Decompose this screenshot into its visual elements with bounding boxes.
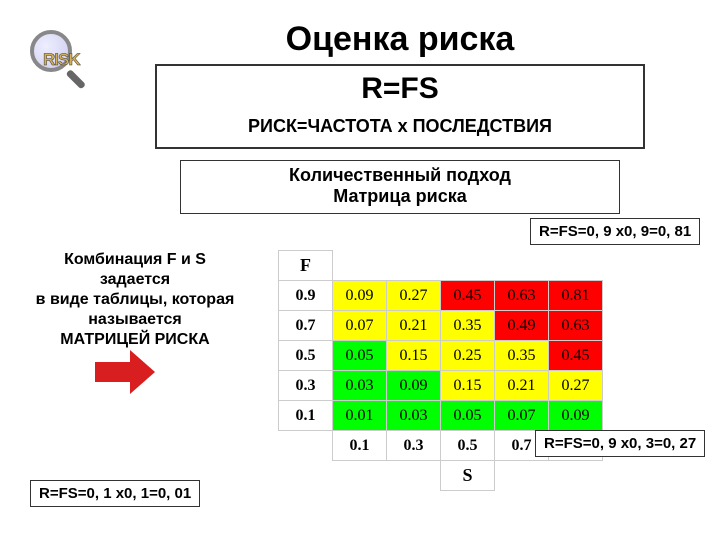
matrix-description: Комбинация F и Sзадаетсяв виде таблицы, … xyxy=(20,250,250,350)
matrix-cell: 0.21 xyxy=(495,371,549,401)
annotation-mid-right: R=FS=0, 9 x0, 3=0, 27 xyxy=(535,430,705,457)
matrix-cell: 0.35 xyxy=(441,311,495,341)
matrix-cell: 0.81 xyxy=(549,281,603,311)
logo-text: RISK xyxy=(43,50,80,70)
magnifier-handle-icon xyxy=(66,69,87,90)
matrix-cell: 0.25 xyxy=(441,341,495,371)
matrix-row: 0.3 0.03 0.09 0.15 0.21 0.27 xyxy=(279,371,603,401)
matrix-cell: 0.09 xyxy=(549,401,603,431)
matrix-cell: 0.01 xyxy=(333,401,387,431)
row-label: 0.7 xyxy=(279,311,333,341)
risk-logo: RISK xyxy=(30,30,120,85)
matrix-cell: 0.21 xyxy=(387,311,441,341)
matrix-cell: 0.15 xyxy=(441,371,495,401)
matrix-cell: 0.05 xyxy=(333,341,387,371)
arrow-icon xyxy=(95,350,155,394)
matrix-cell: 0.27 xyxy=(549,371,603,401)
matrix-row: 0.5 0.05 0.15 0.25 0.35 0.45 xyxy=(279,341,603,371)
matrix-row: 0.9 0.09 0.27 0.45 0.63 0.81 xyxy=(279,281,603,311)
matrix-cell: 0.45 xyxy=(549,341,603,371)
row-label: 0.5 xyxy=(279,341,333,371)
page-title: Оценка риска xyxy=(150,20,650,59)
matrix-cell: 0.63 xyxy=(495,281,549,311)
matrix-cell: 0.27 xyxy=(387,281,441,311)
approach-box: Количественный подход Матрица риска xyxy=(180,160,620,214)
matrix-cell: 0.49 xyxy=(495,311,549,341)
matrix-cell: 0.09 xyxy=(387,371,441,401)
matrix-cell: 0.09 xyxy=(333,281,387,311)
matrix-cell: 0.03 xyxy=(333,371,387,401)
col-label: 0.5 xyxy=(441,431,495,461)
axis-s-label: S xyxy=(441,461,495,491)
annotation-top-right: R=FS=0, 9 x0, 9=0, 81 xyxy=(530,218,700,245)
row-label: 0.1 xyxy=(279,401,333,431)
approach-line2: Матрица риска xyxy=(191,186,609,207)
col-label: 0.1 xyxy=(333,431,387,461)
matrix-cell: 0.35 xyxy=(495,341,549,371)
matrix-cell: 0.07 xyxy=(495,401,549,431)
annotation-bottom-left: R=FS=0, 1 x0, 1=0, 01 xyxy=(30,480,200,507)
approach-line1: Количественный подход xyxy=(191,165,609,186)
row-label: 0.3 xyxy=(279,371,333,401)
matrix-row: 0.7 0.07 0.21 0.35 0.49 0.63 xyxy=(279,311,603,341)
matrix-cell: 0.15 xyxy=(387,341,441,371)
matrix-cell: 0.05 xyxy=(441,401,495,431)
matrix-cell: 0.03 xyxy=(387,401,441,431)
matrix-cell: 0.63 xyxy=(549,311,603,341)
col-label: 0.3 xyxy=(387,431,441,461)
formula-sub: РИСК=ЧАСТОТА х ПОСЛЕДСТВИЯ xyxy=(167,116,633,137)
matrix-row: 0.1 0.01 0.03 0.05 0.07 0.09 xyxy=(279,401,603,431)
formula-main: R=FS xyxy=(167,72,633,106)
axis-f-label: F xyxy=(279,251,333,281)
matrix-cell: 0.07 xyxy=(333,311,387,341)
matrix-cell: 0.45 xyxy=(441,281,495,311)
row-label: 0.9 xyxy=(279,281,333,311)
formula-box: R=FS РИСК=ЧАСТОТА х ПОСЛЕДСТВИЯ xyxy=(155,64,645,149)
